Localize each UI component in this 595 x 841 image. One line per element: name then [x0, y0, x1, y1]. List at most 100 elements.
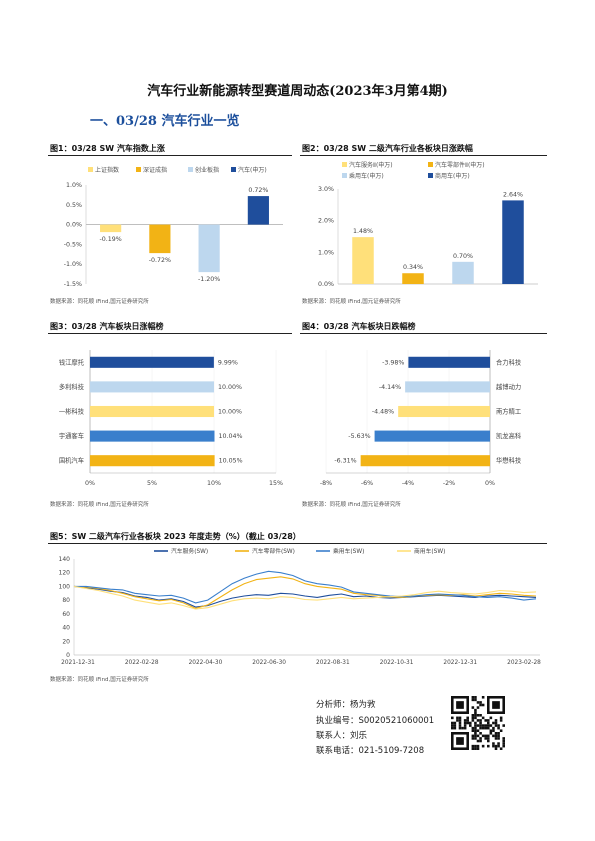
bar	[100, 224, 122, 233]
category-label: 南方精工	[496, 407, 521, 416]
qr-module	[481, 744, 485, 748]
fig4-rule	[300, 333, 547, 334]
qr-module	[489, 724, 493, 727]
data-label: 1.48%	[353, 228, 373, 235]
x-tick-label: 15%	[269, 480, 283, 487]
fig5-source: 数据来源：同花顺 iFind,国元证券研究所	[50, 677, 149, 683]
qr-module	[484, 737, 487, 740]
legend-label: 乘用车(SW)	[333, 547, 364, 555]
qr-module	[499, 747, 503, 750]
qr-module	[487, 724, 490, 727]
data-label: 10.00%	[218, 384, 242, 391]
bar	[360, 455, 490, 467]
fig1-chart: 上证指数 深证成指 创业板指 汽车(申万) 1.0% 0.5% 0.0% -0.5% -1.0%…	[64, 166, 283, 288]
qr-module	[476, 719, 480, 722]
y-tick-label: 1.0%	[318, 249, 334, 256]
qr-module	[474, 734, 477, 738]
qr-finder	[456, 737, 464, 745]
x-tick-label: -4%	[402, 480, 414, 487]
qr-module	[471, 744, 475, 748]
qr-module	[458, 721, 462, 725]
category-label: 一彬科技	[59, 407, 85, 416]
section-heading: 一、03/28 汽车行业一览	[90, 114, 240, 129]
qr-module	[489, 729, 493, 732]
x-tick-label: -6%	[361, 480, 373, 487]
qr-module	[463, 719, 467, 722]
bar	[452, 261, 474, 284]
qr-module	[489, 716, 493, 720]
data-label: 0.70%	[453, 253, 473, 260]
qr-module	[479, 719, 482, 722]
category-label: 国机汽车	[59, 456, 84, 465]
qr-module	[499, 729, 503, 732]
qr-module	[463, 724, 467, 727]
y-tick-label: 0.0%	[66, 222, 82, 229]
series-line	[74, 570, 537, 604]
qr-module	[497, 732, 500, 735]
qr-module	[476, 706, 480, 709]
qr-module	[487, 739, 490, 743]
qr-module	[474, 724, 477, 727]
qr-module	[492, 729, 495, 732]
qr-module	[451, 716, 454, 720]
y-tick-label: 120	[59, 570, 71, 577]
fig4-source: 数据来源：同花顺 iFind,国元证券研究所	[302, 502, 401, 508]
data-label: -6.31%	[334, 458, 356, 465]
bar	[149, 224, 171, 254]
fig1-rule	[48, 155, 292, 156]
data-label: 0.34%	[403, 264, 423, 271]
x-tick-label: 2022-06-30	[252, 660, 286, 666]
qr-module	[469, 721, 472, 725]
qr-module	[456, 716, 459, 720]
qr-module	[487, 744, 490, 748]
qr-module	[494, 744, 498, 748]
legend-label: 商用车(申万)	[435, 172, 470, 180]
x-tick-label: -8%	[320, 480, 332, 487]
legend-swatch	[231, 167, 236, 172]
bar	[247, 196, 269, 225]
qr-code-icon[interactable]	[451, 696, 505, 750]
bar	[90, 455, 215, 467]
data-label: 9.99%	[218, 359, 238, 366]
data-label: 2.64%	[503, 191, 523, 198]
x-tick-label: -2%	[443, 480, 455, 487]
qr-module	[474, 696, 477, 699]
x-tick-label: 2021-12-31	[61, 660, 95, 666]
bar	[405, 381, 490, 393]
bar	[90, 356, 214, 368]
qr-module	[461, 726, 464, 730]
bar	[408, 356, 490, 368]
qr-module	[487, 726, 490, 730]
data-label: 10.05%	[219, 458, 243, 465]
qr-module	[463, 726, 467, 730]
qr-module	[474, 737, 477, 740]
contact-person: 联系人：刘乐	[316, 731, 368, 741]
qr-module	[466, 721, 469, 725]
qr-module	[497, 734, 500, 738]
qr-module	[479, 737, 482, 740]
qr-module	[494, 719, 498, 722]
legend-label: 汽车零部件Ⅱ(申万)	[435, 161, 485, 169]
fig2-title: 图2：03/28 SW 二级汽车行业各板块日涨跌幅	[302, 144, 473, 153]
qr-module	[458, 726, 462, 730]
qr-module	[474, 732, 477, 735]
qr-module	[474, 729, 477, 732]
qr-module	[463, 721, 467, 725]
series-line	[73, 576, 537, 609]
qr-module	[497, 742, 500, 745]
data-label: -5.63%	[348, 433, 370, 440]
category-label: 多利科技	[59, 382, 85, 391]
legend-label: 乘用车(申万)	[349, 172, 384, 180]
y-tick-label: 40	[62, 625, 70, 632]
x-tick-label: 2022-12-31	[443, 660, 477, 666]
qr-module	[499, 716, 503, 720]
category-label: 宇通客车	[59, 431, 84, 440]
qr-module	[494, 734, 498, 738]
report-title: 汽车行业新能源转型赛道周动态(2023年3月第4期)	[147, 84, 448, 99]
qr-module	[497, 726, 500, 730]
fig5-title: 图5：SW 二级汽车行业各板块 2023 年度走势（%）（截止 03/28）	[50, 532, 301, 541]
fig4-title: 图4：03/28 汽车板块日跌幅榜	[302, 322, 416, 331]
legend-label: 汽车(申万)	[238, 166, 267, 174]
legend-swatch	[342, 162, 347, 167]
legend-label: 汽车服务(SW)	[171, 547, 208, 555]
